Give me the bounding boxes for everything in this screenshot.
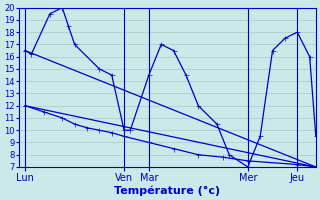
X-axis label: Température (°c): Température (°c) bbox=[114, 185, 220, 196]
